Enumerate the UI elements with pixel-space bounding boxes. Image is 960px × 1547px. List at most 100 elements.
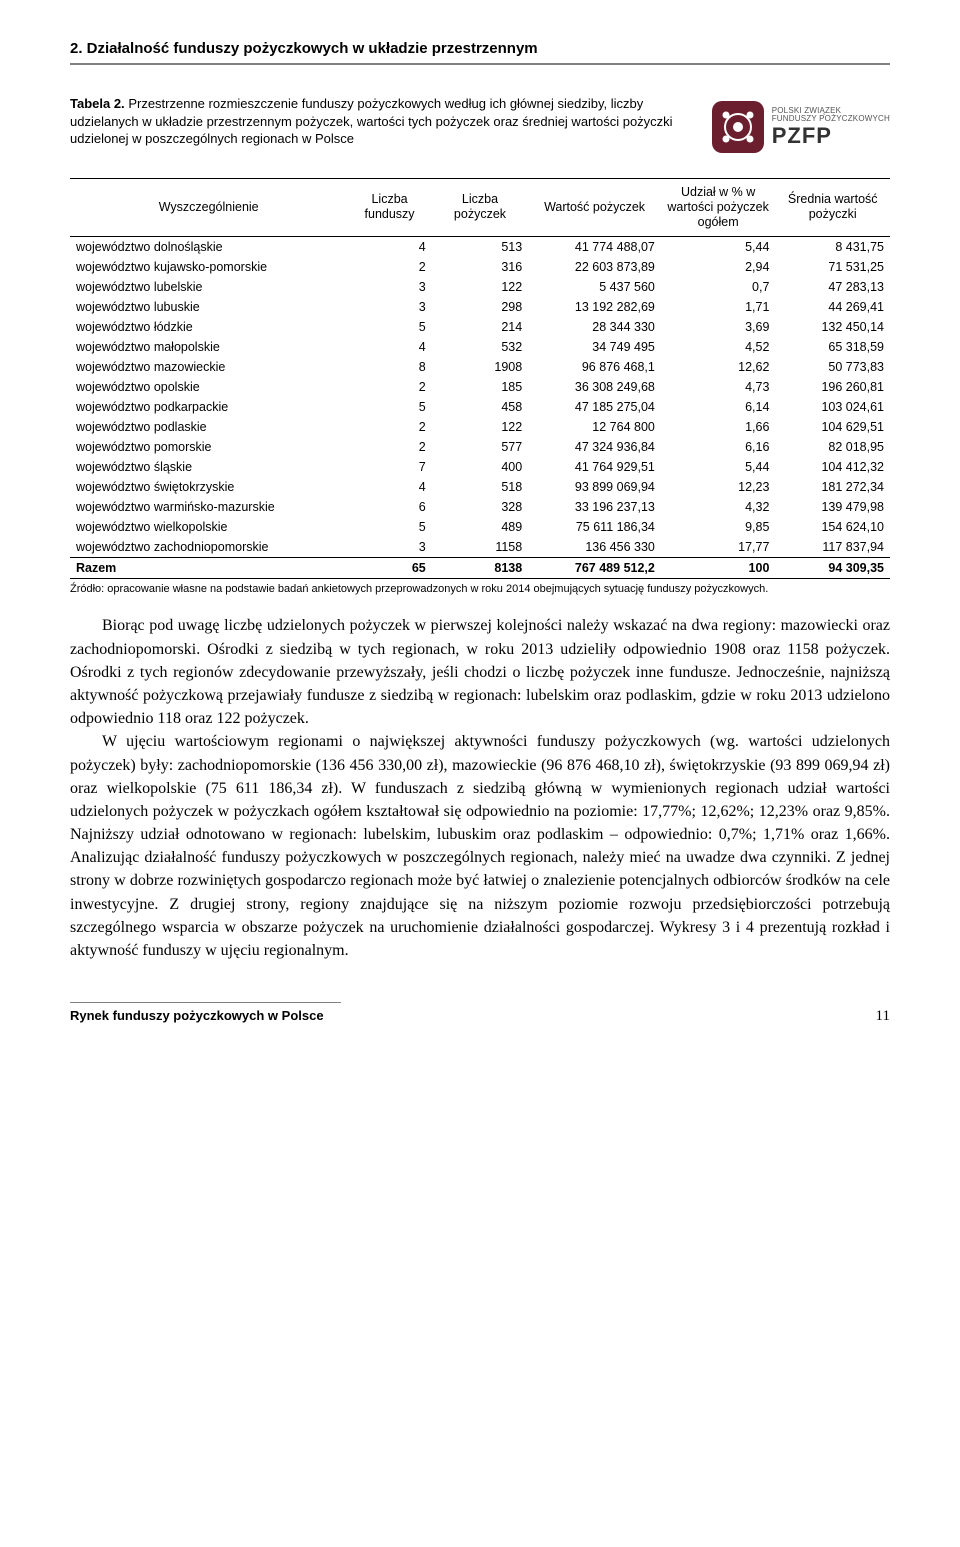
table-cell: 22 603 873,89 bbox=[528, 257, 661, 277]
table-row: województwo podlaskie212212 764 8001,661… bbox=[70, 417, 890, 437]
table-cell: 100 bbox=[661, 557, 776, 578]
table-row: województwo zachodniopomorskie31158136 4… bbox=[70, 537, 890, 558]
col-header: Liczba pożyczek bbox=[432, 178, 528, 236]
table-row: województwo opolskie218536 308 249,684,7… bbox=[70, 377, 890, 397]
table-cell: województwo opolskie bbox=[70, 377, 347, 397]
table-cell: województwo świętokrzyskie bbox=[70, 477, 347, 497]
table-cell: 154 624,10 bbox=[775, 517, 890, 537]
table-cell: 3 bbox=[347, 277, 431, 297]
table-totals-row: Razem658138767 489 512,210094 309,35 bbox=[70, 557, 890, 578]
table-row: województwo pomorskie257747 324 936,846,… bbox=[70, 437, 890, 457]
table-source: Źródło: opracowanie własne na podstawie … bbox=[70, 583, 890, 597]
table-cell: 103 024,61 bbox=[775, 397, 890, 417]
table-cell: województwo łódzkie bbox=[70, 317, 347, 337]
table-cell: 2,94 bbox=[661, 257, 776, 277]
table-cell: województwo dolnośląskie bbox=[70, 236, 347, 257]
table-cell: 767 489 512,2 bbox=[528, 557, 661, 578]
footer-title: Rynek funduszy pożyczkowych w Polsce bbox=[70, 1008, 324, 1023]
footer-rule bbox=[70, 1002, 341, 1003]
table-cell: 4,73 bbox=[661, 377, 776, 397]
table-cell: Razem bbox=[70, 557, 347, 578]
table-cell: 136 456 330 bbox=[528, 537, 661, 558]
section-title: 2. Działalność funduszy pożyczkowych w u… bbox=[70, 40, 890, 57]
table-cell: województwo podkarpackie bbox=[70, 397, 347, 417]
table-cell: 117 837,94 bbox=[775, 537, 890, 558]
page-footer: Rynek funduszy pożyczkowych w Polsce 11 bbox=[70, 1002, 890, 1025]
table-cell: 1,71 bbox=[661, 297, 776, 317]
table-cell: 122 bbox=[432, 277, 528, 297]
table-cell: 7 bbox=[347, 457, 431, 477]
table-row: województwo kujawsko-pomorskie231622 603… bbox=[70, 257, 890, 277]
table-cell: 71 531,25 bbox=[775, 257, 890, 277]
table-cell: 5 bbox=[347, 517, 431, 537]
section-header: 2. Działalność funduszy pożyczkowych w u… bbox=[70, 40, 890, 65]
table-cell: 0,7 bbox=[661, 277, 776, 297]
table-row: województwo łódzkie521428 344 3303,69132… bbox=[70, 317, 890, 337]
table-row: województwo śląskie740041 764 929,515,44… bbox=[70, 457, 890, 477]
body-text: Biorąc pod uwagę liczbę udzielonych poży… bbox=[70, 614, 890, 962]
page-number: 11 bbox=[876, 1008, 890, 1025]
table-cell: 5 bbox=[347, 397, 431, 417]
section-rule bbox=[70, 63, 890, 65]
table-cell: 3 bbox=[347, 297, 431, 317]
table-cell: 2 bbox=[347, 437, 431, 457]
table-cell: województwo zachodniopomorskie bbox=[70, 537, 347, 558]
table-cell: 2 bbox=[347, 257, 431, 277]
table-cell: województwo lubelskie bbox=[70, 277, 347, 297]
table-cell: 9,85 bbox=[661, 517, 776, 537]
table-cell: 532 bbox=[432, 337, 528, 357]
table-cell: 104 629,51 bbox=[775, 417, 890, 437]
table-cell: 328 bbox=[432, 497, 528, 517]
table-caption: Tabela 2. Przestrzenne rozmieszczenie fu… bbox=[70, 95, 692, 148]
table-cell: 400 bbox=[432, 457, 528, 477]
col-header: Wartość pożyczek bbox=[528, 178, 661, 236]
col-header: Średnia wartość pożyczki bbox=[775, 178, 890, 236]
table-cell: 122 bbox=[432, 417, 528, 437]
table-cell: 47 324 936,84 bbox=[528, 437, 661, 457]
table-row: województwo warmińsko-mazurskie632833 19… bbox=[70, 497, 890, 517]
table-cell: 41 774 488,07 bbox=[528, 236, 661, 257]
table-cell: 4 bbox=[347, 236, 431, 257]
table-cell: 298 bbox=[432, 297, 528, 317]
table-cell: 5,44 bbox=[661, 236, 776, 257]
table-cell: 5 bbox=[347, 317, 431, 337]
table-cell: województwo pomorskie bbox=[70, 437, 347, 457]
table-cell: województwo warmińsko-mazurskie bbox=[70, 497, 347, 517]
table-cell: województwo lubuskie bbox=[70, 297, 347, 317]
table-row: województwo wielkopolskie548975 611 186,… bbox=[70, 517, 890, 537]
table-row: województwo świętokrzyskie451893 899 069… bbox=[70, 477, 890, 497]
table-cell: 4 bbox=[347, 337, 431, 357]
table-cell: 17,77 bbox=[661, 537, 776, 558]
table-cell: 132 450,14 bbox=[775, 317, 890, 337]
table-cell: 104 412,32 bbox=[775, 457, 890, 477]
table-cell: 12,62 bbox=[661, 357, 776, 377]
table-cell: 4,52 bbox=[661, 337, 776, 357]
table-cell: 65 318,59 bbox=[775, 337, 890, 357]
table-cell: 489 bbox=[432, 517, 528, 537]
table-row: województwo mazowieckie8190896 876 468,1… bbox=[70, 357, 890, 377]
table-cell: 8138 bbox=[432, 557, 528, 578]
table-cell: 94 309,35 bbox=[775, 557, 890, 578]
table-cell: 4,32 bbox=[661, 497, 776, 517]
table-cell: 181 272,34 bbox=[775, 477, 890, 497]
table-cell: 316 bbox=[432, 257, 528, 277]
table-cell: 3 bbox=[347, 537, 431, 558]
table-cell: województwo małopolskie bbox=[70, 337, 347, 357]
table-cell: 50 773,83 bbox=[775, 357, 890, 377]
table-cell: 5,44 bbox=[661, 457, 776, 477]
table-cell: 6 bbox=[347, 497, 431, 517]
table-caption-label: Tabela 2. bbox=[70, 96, 125, 111]
body-paragraph: Biorąc pod uwagę liczbę udzielonych poży… bbox=[70, 614, 890, 730]
table-row: województwo małopolskie453234 749 4954,5… bbox=[70, 337, 890, 357]
table-cell: 2 bbox=[347, 377, 431, 397]
table-cell: 2 bbox=[347, 417, 431, 437]
table-cell: 44 269,41 bbox=[775, 297, 890, 317]
table-caption-text: Przestrzenne rozmieszczenie funduszy poż… bbox=[70, 96, 673, 146]
table-cell: 1,66 bbox=[661, 417, 776, 437]
table-cell: 518 bbox=[432, 477, 528, 497]
table-cell: 93 899 069,94 bbox=[528, 477, 661, 497]
table-cell: 47 283,13 bbox=[775, 277, 890, 297]
table-cell: 5 437 560 bbox=[528, 277, 661, 297]
table-cell: 6,16 bbox=[661, 437, 776, 457]
table-cell: województwo śląskie bbox=[70, 457, 347, 477]
